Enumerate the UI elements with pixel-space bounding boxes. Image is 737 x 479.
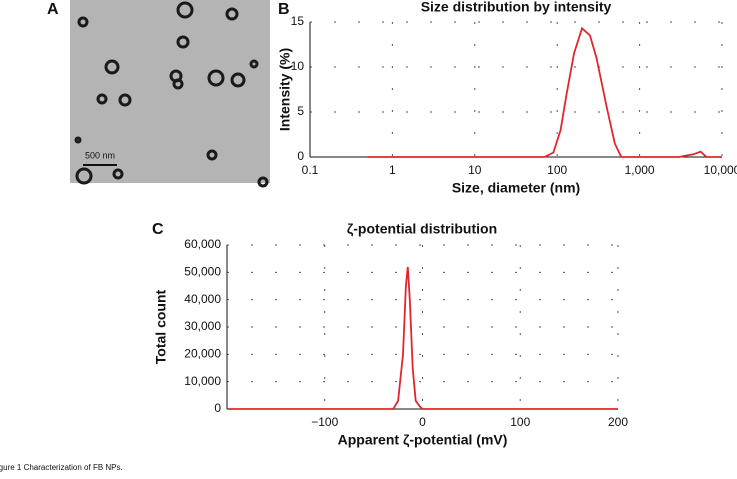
y-axis-label: Total count: [153, 289, 169, 364]
data-line: [227, 266, 618, 410]
x-tick-label: 0: [419, 415, 426, 429]
x-tick-label: 1: [389, 163, 396, 177]
scale-bar-label: 500 nm: [85, 150, 115, 160]
x-tick-label: 100: [510, 415, 530, 429]
chart-title: ζ-potential distribution: [347, 221, 497, 237]
y-tick-label: 50,000: [184, 265, 221, 279]
y-tick-label: 60,000: [184, 237, 221, 251]
y-tick-label: 10,000: [184, 374, 221, 388]
x-tick-label: 100: [547, 163, 567, 177]
y-tick-label: 30,000: [184, 319, 221, 333]
y-axis-label: Intensity (%): [277, 48, 293, 131]
x-tick-label: 10: [468, 163, 482, 177]
panel-label: B: [278, 1, 290, 18]
x-tick-label: −100: [311, 415, 338, 429]
panel-label: A: [47, 1, 59, 18]
y-tick-label: 20,000: [184, 347, 221, 361]
y-tick-label: 0: [214, 401, 221, 415]
micrograph: 500 nm: [70, 0, 270, 188]
chart-title: Size distribution by intensity: [421, 0, 612, 15]
x-axis-label: Apparent ζ-potential (mV): [338, 432, 508, 448]
panel-label: C: [152, 221, 164, 238]
x-axis-label: Size, diameter (nm): [452, 180, 580, 196]
caption: Figure 1 Characterization of FB NPs.: [0, 463, 123, 472]
y-tick-label: 10: [291, 59, 305, 73]
x-tick-label: 0.1: [302, 163, 319, 177]
x-tick-label: 10,000: [704, 163, 737, 177]
y-tick-label: 5: [297, 104, 304, 118]
x-tick-label: 1,000: [625, 163, 655, 177]
y-tick-label: 15: [291, 14, 305, 28]
y-tick-label: 40,000: [184, 292, 221, 306]
data-line: [367, 26, 722, 158]
y-tick-label: 0: [297, 149, 304, 163]
x-tick-label: 200: [608, 415, 628, 429]
